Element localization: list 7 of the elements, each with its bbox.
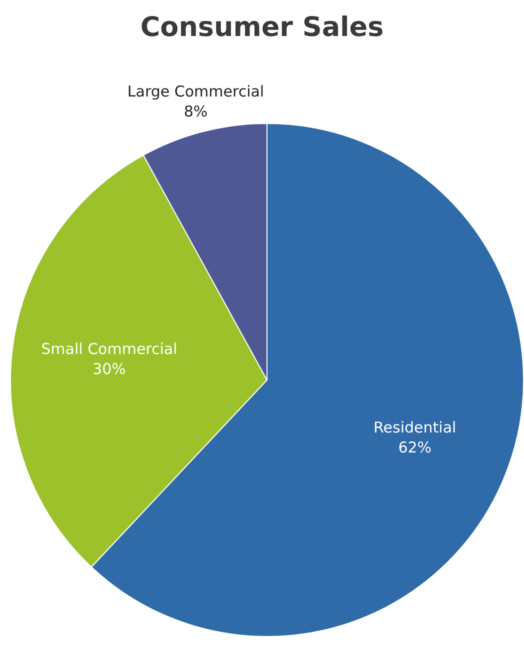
chart-title: Consumer Sales [139,12,385,43]
slice-label: Large Commercial [127,82,264,100]
data-label: 8% [184,102,208,120]
slice-label: Small Commercial [41,340,178,358]
data-label: 62% [398,438,432,456]
slice-label: Residential [374,418,456,436]
data-label: 30% [92,360,126,378]
